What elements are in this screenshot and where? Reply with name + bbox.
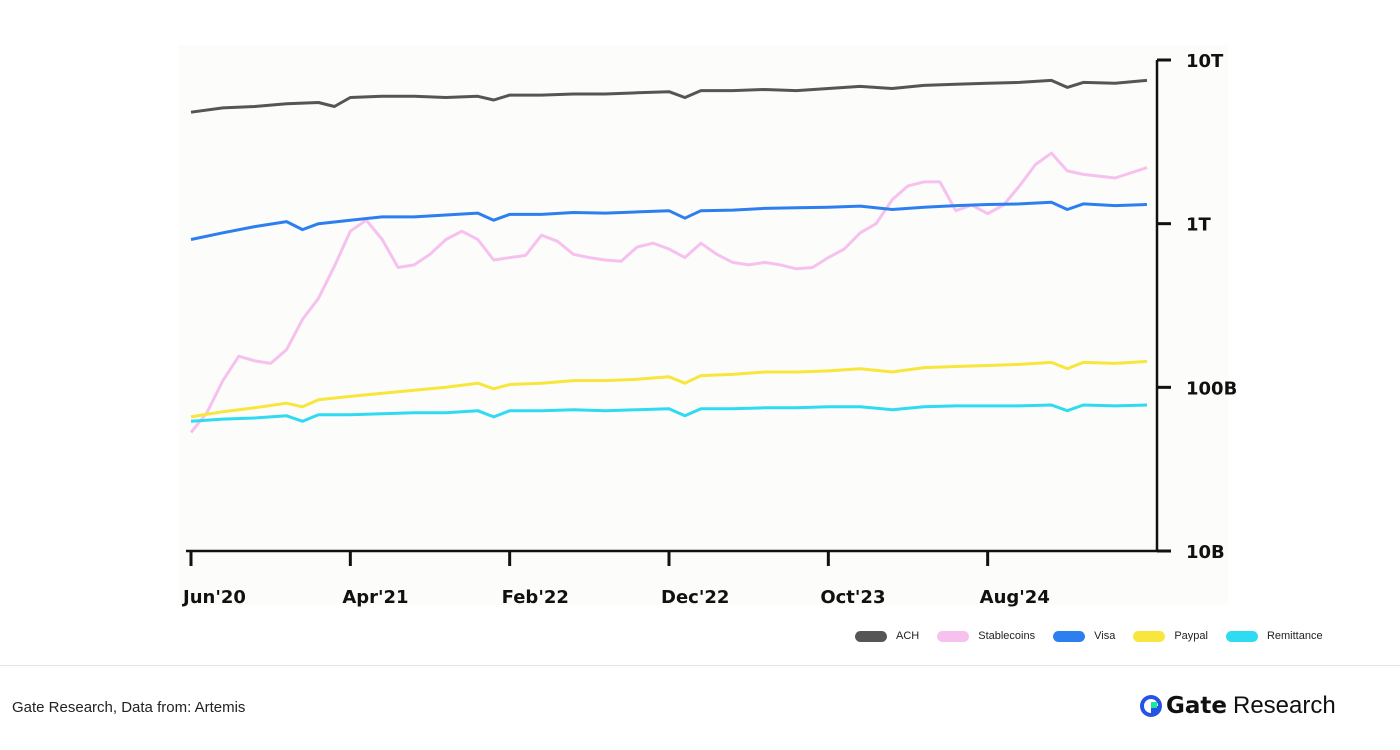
legend-label: Stablecoins — [978, 630, 1036, 642]
legend-item-paypal: Paypal — [1133, 630, 1208, 642]
x-tick-label: Oct'23 — [820, 587, 885, 608]
y-tick-label: 1T — [1186, 215, 1212, 236]
series-layer — [189, 78, 1148, 434]
source-note: Gate Research, Data from: Artemis — [12, 699, 246, 716]
series-line-stablecoins — [189, 151, 1148, 434]
plot-background — [178, 45, 1228, 605]
series-line-remittance — [190, 403, 1148, 423]
legend-item-ach: ACH — [855, 630, 919, 642]
series-line-visa — [190, 200, 1148, 241]
x-tick-label: Aug'24 — [980, 587, 1050, 608]
x-tick-label: Jun'20 — [181, 587, 246, 608]
brand-logo: Gate Research — [1138, 692, 1336, 720]
brand-research-text: Research — [1233, 692, 1336, 719]
legend-label: ACH — [896, 630, 920, 642]
y-tick-label: 100B — [1186, 378, 1237, 399]
y-tick-label: 10T — [1186, 51, 1224, 72]
series-line-ach — [190, 78, 1148, 114]
brand-gate-text: Gate — [1166, 693, 1227, 719]
x-tick-label: Feb'22 — [502, 587, 569, 608]
chart-svg: Jun'20 Apr'21 Feb'22 Dec'22 Oct'23 Aug'24 10B… — [178, 45, 1238, 608]
legend-swatch — [1225, 630, 1258, 642]
y-tick-label: 10B — [1186, 542, 1225, 563]
legend-label: Remittance — [1266, 630, 1323, 642]
legend-item-visa: Visa — [1053, 630, 1115, 642]
legend-item-stablecoins: Stablecoins — [937, 630, 1035, 642]
x-tick-label: Dec'22 — [661, 587, 729, 608]
legend-swatch — [855, 630, 887, 642]
series-line-paypal — [190, 359, 1148, 419]
legend-label: Paypal — [1174, 630, 1208, 642]
legend-swatch — [1133, 630, 1166, 642]
legend-swatch — [937, 630, 970, 642]
x-tick-layer: Jun'20 Apr'21 Feb'22 Dec'22 Oct'23 Aug'24 — [181, 551, 1050, 608]
legend-item-remittance: Remittance — [1225, 630, 1323, 642]
y-tick-layer: 10B 100B 1T 10T — [1157, 51, 1237, 563]
chart-legend: ACH Stablecoins Visa Paypal Remittance — [855, 630, 1341, 642]
footer-divider — [0, 665, 1400, 666]
gate-logo-icon — [1140, 695, 1162, 717]
legend-swatch — [1053, 630, 1086, 642]
x-tick-label: Apr'21 — [342, 587, 408, 608]
legend-label: Visa — [1094, 630, 1116, 642]
